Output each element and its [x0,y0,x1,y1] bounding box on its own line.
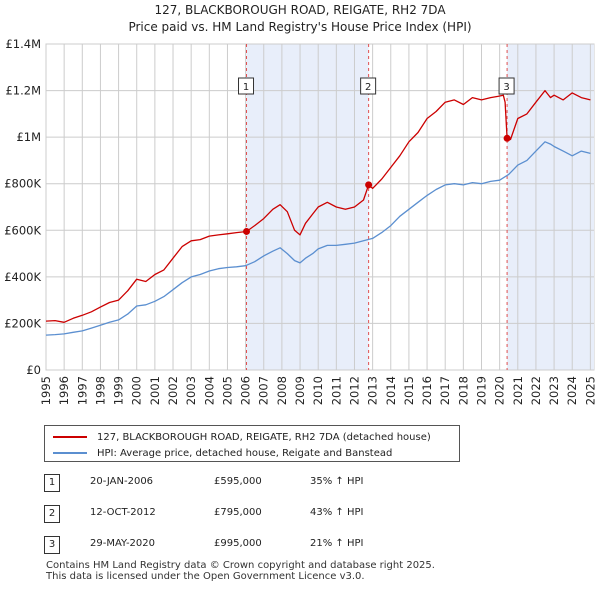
x-tick-label: 2021 [511,376,525,405]
chart-title: 127, BLACKBOROUGH ROAD, REIGATE, RH2 7DA [154,3,446,17]
legend-item-hpi: HPI: Average price, detached house, Reig… [53,445,459,461]
x-axis: 1995 1996 1997 1998 1999 2000 2001 2002 2003 2004… [39,376,597,405]
legend-label-property: 127, BLACKBOROUGH ROAD, REIGATE, RH2 7DA… [97,431,431,443]
y-tick-label: £800K [4,177,41,191]
legend: 127, BLACKBOROUGH ROAD, REIGATE, RH2 7DA… [44,425,460,462]
y-tick-label: £200K [4,316,41,330]
x-tick-label: 2019 [474,376,488,405]
sale-label: 2 [365,82,371,93]
footer-attribution: Contains HM Land Registry data © Crown c… [46,560,435,582]
x-tick-label: 2013 [366,376,380,405]
footer-line-copyright: Contains HM Land Registry data © Crown c… [46,560,435,571]
x-tick-label: 2002 [166,376,180,405]
sale-point [243,227,251,235]
x-tick-label: 2018 [456,376,470,405]
y-tick-label: £1.4M [5,37,41,51]
x-tick-label: 2023 [547,376,561,405]
x-tick-label: 2017 [438,376,452,405]
sale-label-box [238,77,255,95]
shaded-range [507,44,594,370]
transaction-hpi: 21% ↑ HPI [310,538,364,549]
y-axis: £0 £200K £400K £600K £800K £1M £1.2M £1.4M [4,37,41,377]
series-lines [45,89,591,336]
legend-item-property: 127, BLACKBOROUGH ROAD, REIGATE, RH2 7DA… [53,429,459,445]
transaction-row: 2 12-OCT-2012 £795,000 43% ↑ HPI [44,505,464,525]
sale-label: 1 [243,82,249,93]
y-tick-label: £1M [16,130,41,144]
x-tick-label: 2000 [130,376,144,405]
price-chart: 127, BLACKBOROUGH ROAD, REIGATE, RH2 7DA… [4,3,597,405]
x-tick-label: 1996 [57,376,71,405]
transaction-number: 3 [44,536,60,554]
gridlines [45,43,594,371]
y-tick-label: £0 [26,363,41,377]
transaction-price: £595,000 [214,476,262,487]
x-tick-label: 2008 [275,376,289,405]
shaded-range [246,44,369,370]
x-tick-label: 2010 [311,376,325,405]
x-tick-label: 1998 [93,376,107,405]
sale-markers: 1 2 3 [238,77,515,235]
transaction-hpi: 43% ↑ HPI [310,507,364,518]
x-tick-label: 1995 [39,376,53,405]
property-price-line [45,89,591,323]
footer-line-licence: This data is licensed under the Open Gov… [46,571,365,582]
transaction-number: 2 [44,505,60,523]
transaction-hpi: 35% ↑ HPI [310,476,364,487]
transaction-price: £995,000 [214,538,262,549]
y-tick-label: £600K [4,223,41,237]
transaction-date: 29-MAY-2020 [90,538,156,549]
x-tick-label: 2011 [329,376,343,405]
y-tick-label: £400K [4,270,41,284]
transaction-row: 1 20-JAN-2006 £595,000 35% ↑ HPI [44,474,464,494]
x-tick-label: 2022 [529,376,543,405]
x-tick-label: 2014 [384,376,398,405]
x-tick-label: 2004 [202,376,216,405]
x-tick-label: 2006 [239,376,253,405]
transaction-number: 1 [44,474,60,492]
shaded-ownership-ranges [246,44,594,370]
x-tick-label: 1999 [112,376,126,405]
legend-swatch-property [53,436,87,438]
y-tick-label: £1.2M [5,84,41,98]
x-tick-label: 2003 [184,376,198,405]
legend-swatch-hpi [53,452,87,454]
x-tick-label: 1997 [75,376,89,405]
sale-point [503,134,511,142]
x-tick-label: 2001 [148,376,162,405]
x-tick-label: 2015 [402,376,416,405]
sale-label: 3 [503,82,509,93]
x-tick-label: 2009 [293,376,307,405]
x-tick-label: 2005 [220,376,234,405]
x-tick-label: 2007 [257,376,271,405]
chart-subtitle: Price paid vs. HM Land Registry's House … [128,20,471,34]
sale-label-box [360,77,377,95]
x-tick-label: 2016 [420,376,434,405]
transaction-date: 20-JAN-2006 [90,476,154,487]
x-tick-label: 2020 [493,376,507,405]
legend-label-hpi: HPI: Average price, detached house, Reig… [97,447,393,459]
x-tick-label: 2012 [347,376,361,405]
sale-point [365,181,373,189]
x-tick-label: 2025 [583,376,597,405]
x-tick-label: 2024 [565,376,579,405]
transaction-row: 3 29-MAY-2020 £995,000 21% ↑ HPI [44,536,464,556]
sale-label-box [498,77,515,95]
transaction-date: 12-OCT-2012 [90,507,156,518]
transaction-price: £795,000 [214,507,262,518]
hpi-line [45,141,591,336]
